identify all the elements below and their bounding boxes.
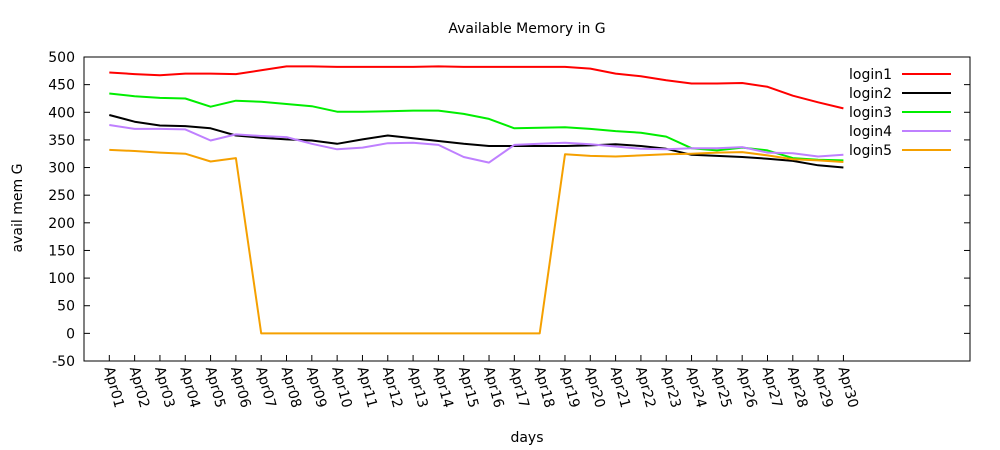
x-tick-label: Apr05	[202, 365, 228, 410]
y-tick-label: 300	[48, 161, 75, 177]
legend-label-login2: login2	[849, 86, 892, 102]
y-tick-label: 400	[48, 105, 75, 121]
legend-label-login1: login1	[849, 67, 892, 83]
x-tick-label: Apr17	[505, 365, 531, 410]
y-tick-label: 200	[48, 216, 75, 232]
plot-frame	[83, 56, 971, 362]
x-tick-label: Apr10	[328, 365, 354, 410]
y-axis: -50 0 50 100 150 200 250 300 350 400 450 500	[48, 50, 970, 370]
x-tick-label: Apr27	[759, 365, 785, 410]
y-tick-label: 250	[48, 188, 75, 204]
x-tick-label: Apr09	[303, 365, 329, 410]
y-tick-label: -50	[52, 354, 75, 370]
legend: login1 login2 login3 login4 login5	[849, 67, 951, 159]
x-tick-label: Apr12	[379, 365, 405, 410]
x-tick-label: Apr19	[556, 365, 582, 410]
x-tick-label: Apr02	[126, 365, 152, 410]
x-tick-label: Apr08	[278, 365, 304, 410]
series-line-login5	[109, 148, 844, 335]
y-tick-label: 150	[48, 243, 75, 259]
series-line-login3	[109, 92, 844, 162]
x-tick-label: Apr15	[455, 365, 481, 410]
x-tick-label: Apr03	[151, 365, 177, 410]
x-tick-label: Apr01	[100, 365, 126, 410]
x-tick-label: Apr11	[354, 365, 380, 410]
chart-title: Available Memory in G	[448, 21, 605, 37]
legend-label-login3: login3	[849, 105, 892, 121]
x-tick-label: Apr21	[607, 365, 633, 410]
x-tick-label: Apr30	[835, 365, 861, 410]
series-lines	[109, 65, 844, 335]
x-tick-label: Apr14	[430, 365, 456, 410]
series-line-login1	[109, 65, 844, 110]
x-tick-label: Apr06	[227, 365, 253, 410]
y-tick-label: 0	[66, 326, 75, 342]
x-axis: Apr01Apr02Apr03Apr04Apr05Apr06Apr07Apr08…	[100, 355, 861, 410]
y-tick-label: 450	[48, 78, 75, 94]
y-axis-label: avail mem G	[10, 164, 26, 253]
x-tick-label: Apr04	[176, 365, 202, 410]
x-tick-label: Apr28	[784, 365, 810, 410]
x-tick-label: Apr26	[733, 365, 759, 410]
x-tick-label: Apr29	[809, 365, 835, 410]
y-tick-label: 50	[57, 299, 75, 315]
legend-label-login5: login5	[849, 143, 892, 159]
x-tick-label: Apr24	[683, 365, 709, 410]
y-tick-label: 500	[48, 50, 75, 66]
x-tick-label: Apr07	[252, 365, 278, 410]
x-tick-label: Apr20	[581, 365, 607, 410]
x-tick-label: Apr22	[632, 365, 658, 410]
y-tick-label: 100	[48, 271, 75, 287]
x-axis-label: days	[510, 430, 543, 446]
x-tick-label: Apr16	[480, 365, 506, 410]
y-tick-label: 350	[48, 133, 75, 149]
series-line-login4	[109, 124, 844, 164]
x-tick-label: Apr23	[657, 365, 683, 410]
legend-label-login4: login4	[849, 124, 892, 140]
x-tick-label: Apr25	[708, 365, 734, 410]
series-line-login2	[109, 114, 844, 169]
x-tick-label: Apr18	[531, 365, 557, 410]
x-tick-label: Apr13	[404, 365, 430, 410]
